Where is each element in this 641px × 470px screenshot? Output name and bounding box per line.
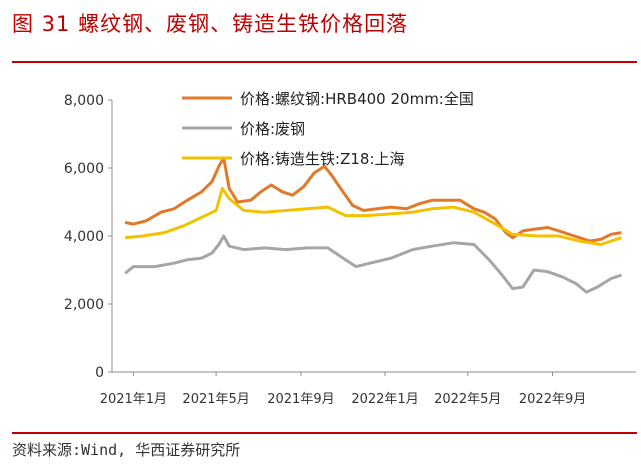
y-tick-labels: 8,000 6,000 4,000 2,000 0 — [64, 93, 112, 381]
series-line-3 — [124, 186, 622, 246]
x-tick-label: 2021年1月 — [100, 392, 167, 407]
x-tick-labels: 2021年1月 2021年5月 2021年9月 2022年1月 2022年5月 2022年… — [100, 372, 586, 407]
series-line-1 — [124, 156, 622, 243]
y-tick-label: 8,000 — [64, 93, 104, 109]
legend-label-1: 价格:螺纹钢:HRB400 20mm:全国 — [240, 90, 474, 108]
y-tick-label: 0 — [95, 365, 104, 381]
title-rule — [12, 61, 637, 63]
x-tick-label: 2022年5月 — [434, 392, 501, 407]
x-tick-label: 2021年5月 — [182, 392, 249, 407]
series-lines — [124, 156, 622, 294]
source-note: 资料来源:Wind, 华西证券研究所 — [12, 441, 241, 459]
x-tick-label: 2022年9月 — [519, 392, 586, 407]
legend-label-2: 价格:废钢 — [240, 120, 305, 138]
y-tick-label: 6,000 — [64, 161, 104, 177]
y-tick-label: 2,000 — [64, 297, 104, 313]
y-tick-label: 4,000 — [64, 229, 104, 245]
figure-title: 图 31 螺纹钢、废钢、铸造生铁价格回落 — [12, 12, 409, 36]
source-rule — [12, 432, 637, 434]
legend-label-3: 价格:铸造生铁:Z18:上海 — [240, 150, 405, 168]
series-line-2 — [124, 234, 622, 294]
x-tick-label: 2021年9月 — [267, 392, 334, 407]
x-tick-label: 2022年1月 — [351, 392, 418, 407]
